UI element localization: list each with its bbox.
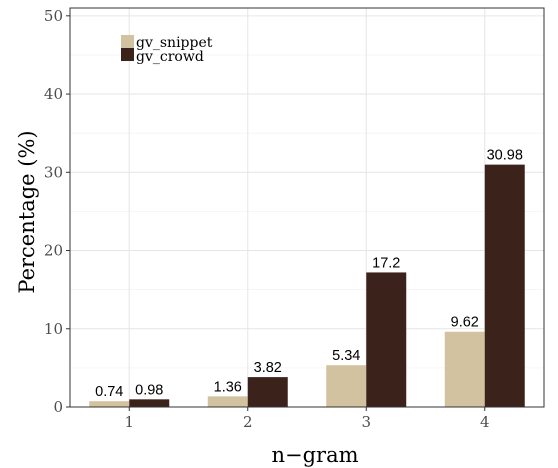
x-tick-label: 2 [243, 413, 253, 431]
data-label-gv-crowd-2: 3.82 [254, 360, 282, 376]
bar-gv-crowd-2 [247, 377, 288, 407]
y-tick-label: 10 [44, 320, 63, 338]
data-label-gv-snippet-3: 5.34 [332, 348, 360, 364]
y-axis-title: Percentage (%) [15, 130, 39, 293]
data-label-gv-crowd-4: 30.98 [487, 148, 523, 164]
bar-gv-snippet-2 [207, 396, 248, 407]
x-tick-label: 3 [361, 413, 371, 431]
data-label-gv-snippet-1: 0.74 [95, 384, 123, 400]
data-label-gv-snippet-2: 1.36 [214, 379, 242, 395]
bar-gv-snippet-4 [444, 331, 485, 407]
x-tick-label: 4 [480, 413, 490, 431]
legend-label-gv-snippet: gv_snippet [136, 35, 213, 51]
x-axis-ticks: 1 2 3 4 [124, 407, 490, 431]
legend: gv_snippet gv_crowd [121, 35, 213, 65]
y-tick-label: 30 [44, 163, 63, 181]
y-tick-label: 40 [44, 85, 63, 103]
bar-gv-snippet-1 [89, 401, 130, 407]
y-tick-label: 20 [44, 242, 63, 260]
y-tick-label: 0 [53, 398, 63, 416]
y-axis-ticks: 0 10 20 30 40 50 [44, 7, 70, 416]
x-tick-label: 1 [124, 413, 134, 431]
panel-border [69, 7, 545, 408]
data-labels: 0.74 1.36 5.34 9.62 0.98 3.82 17.2 30.98 [95, 148, 523, 401]
bar-gv-crowd-1 [129, 399, 170, 407]
legend-label-gv-crowd: gv_crowd [136, 49, 204, 65]
data-label-gv-snippet-4: 9.62 [451, 315, 479, 331]
legend-key-gv-crowd [121, 48, 134, 61]
bar-gv-snippet-3 [326, 365, 367, 407]
y-tick-label: 50 [44, 7, 63, 25]
data-label-gv-crowd-3: 17.2 [372, 255, 400, 271]
bar-gv-crowd-3 [366, 272, 407, 407]
x-axis-title: n−gram [271, 443, 358, 467]
bar-gv-crowd-4 [484, 164, 525, 407]
bars [89, 164, 525, 407]
data-label-gv-crowd-1: 0.98 [135, 382, 163, 398]
legend-key-gv-snippet [121, 35, 134, 48]
